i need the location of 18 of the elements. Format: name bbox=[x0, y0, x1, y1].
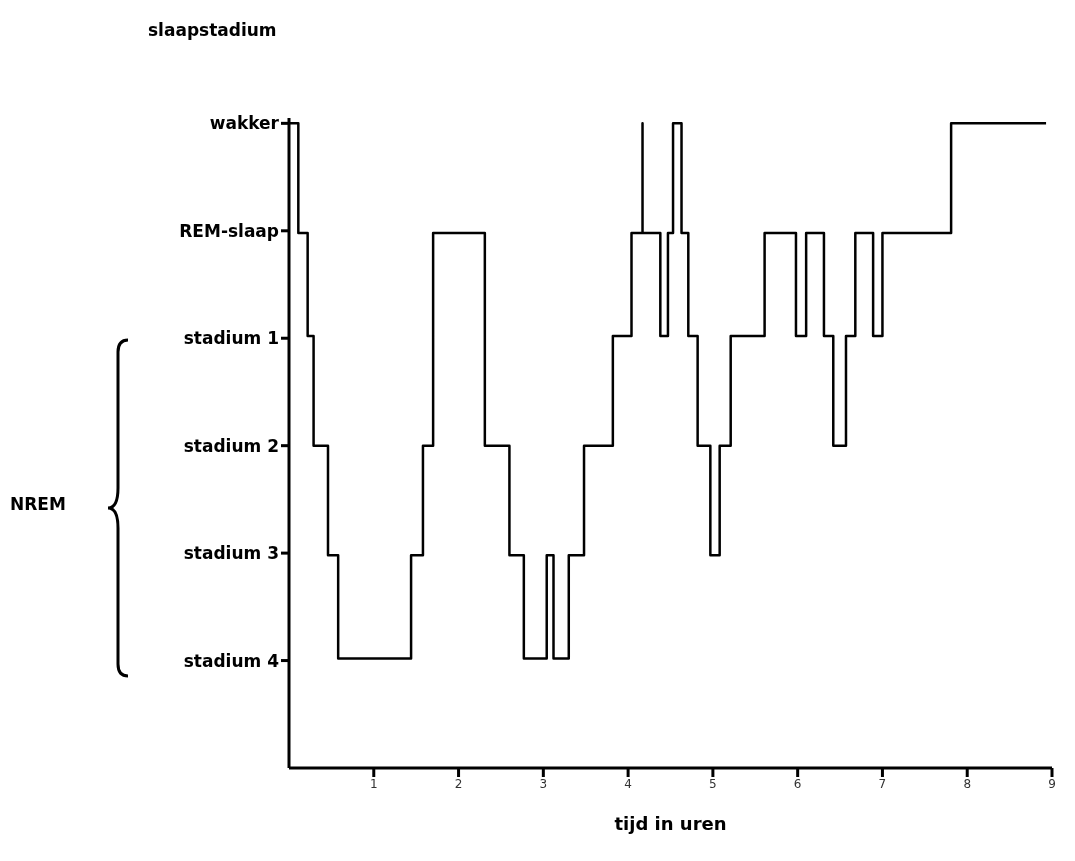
x-tick-label: 9 bbox=[1048, 776, 1056, 791]
category-label: wakker bbox=[209, 113, 279, 134]
text: NREM bbox=[10, 494, 66, 514]
x-tick-label: 7 bbox=[878, 776, 887, 791]
x-tick-label: 8 bbox=[963, 776, 972, 791]
x-tick-label: 5 bbox=[709, 776, 717, 791]
x-axis-title: tijd in uren bbox=[614, 813, 727, 834]
x-tick-label: 6 bbox=[793, 776, 802, 791]
x-tick-label: 1 bbox=[369, 776, 378, 791]
x-tick-label: 2 bbox=[454, 776, 463, 791]
x-tick-label: 4 bbox=[624, 776, 632, 791]
category-label: stadium 1 bbox=[183, 328, 279, 349]
category-label: REM-slaap bbox=[179, 220, 279, 241]
x-tick-label: 3 bbox=[539, 776, 548, 791]
category-label: stadium 3 bbox=[183, 543, 279, 564]
category-label: stadium 2 bbox=[183, 435, 279, 456]
y-axis-title: slaapstadium bbox=[148, 20, 277, 40]
category-label: stadium 4 bbox=[183, 650, 279, 671]
